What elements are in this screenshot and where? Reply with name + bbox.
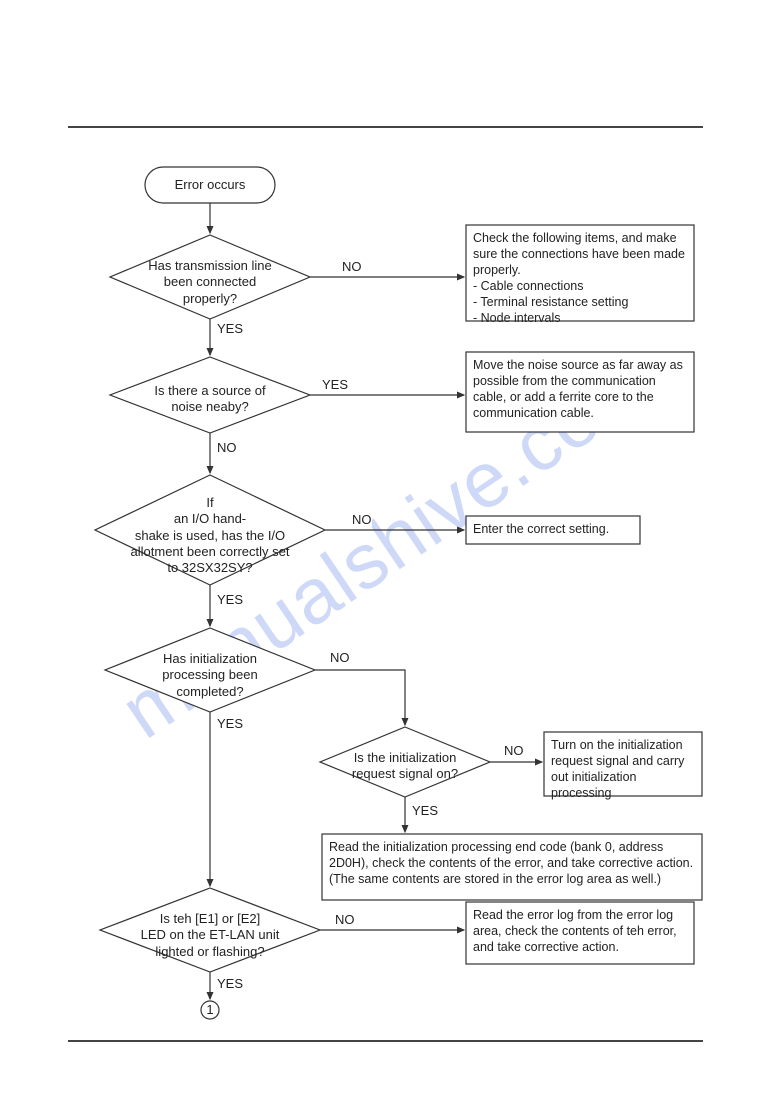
edge-d4-yes: YES [217, 716, 243, 731]
box-b6-text: Read the error log from the error log ar… [466, 902, 694, 964]
decision-d2-label: Is there a source ofnoise neaby? [130, 383, 290, 416]
box-b4-text: Turn on the initialization request signa… [544, 732, 702, 796]
edge-d5-no: NO [504, 743, 524, 758]
edge-d1-yes: YES [217, 321, 243, 336]
edge-d4-no: NO [330, 650, 350, 665]
decision-d5-label: Is the initializationrequest signal on? [332, 750, 478, 783]
edge-d1-no: NO [342, 259, 362, 274]
decision-d6-label: Is teh [E1] or [E2]LED on the ET-LAN uni… [120, 911, 300, 960]
edge-d2-yes: YES [322, 377, 348, 392]
box-b5-text: Read the initialization processing end c… [322, 834, 702, 900]
edge-d3-no: NO [352, 512, 372, 527]
box-b3-text: Enter the correct setting. [466, 516, 640, 544]
start-label: Error occurs [145, 177, 275, 193]
box-b1-text: Check the following items, and make sure… [466, 225, 694, 321]
edge-d3-yes: YES [217, 592, 243, 607]
edge-d5-yes: YES [412, 803, 438, 818]
edge-d2-no: NO [217, 440, 237, 455]
edge-d6-no: NO [335, 912, 355, 927]
box-b2-text: Move the noise source as far away as pos… [466, 352, 694, 432]
connector-label: 1 [201, 1002, 219, 1018]
edge-d6-yes: YES [217, 976, 243, 991]
decision-d3-label: Ifan I/O hand-shake is used, has the I/O… [115, 495, 305, 576]
decision-d4-label: Has initializationprocessing beencomplet… [125, 651, 295, 700]
decision-d1-label: Has transmission linebeen connectedprope… [130, 258, 290, 307]
